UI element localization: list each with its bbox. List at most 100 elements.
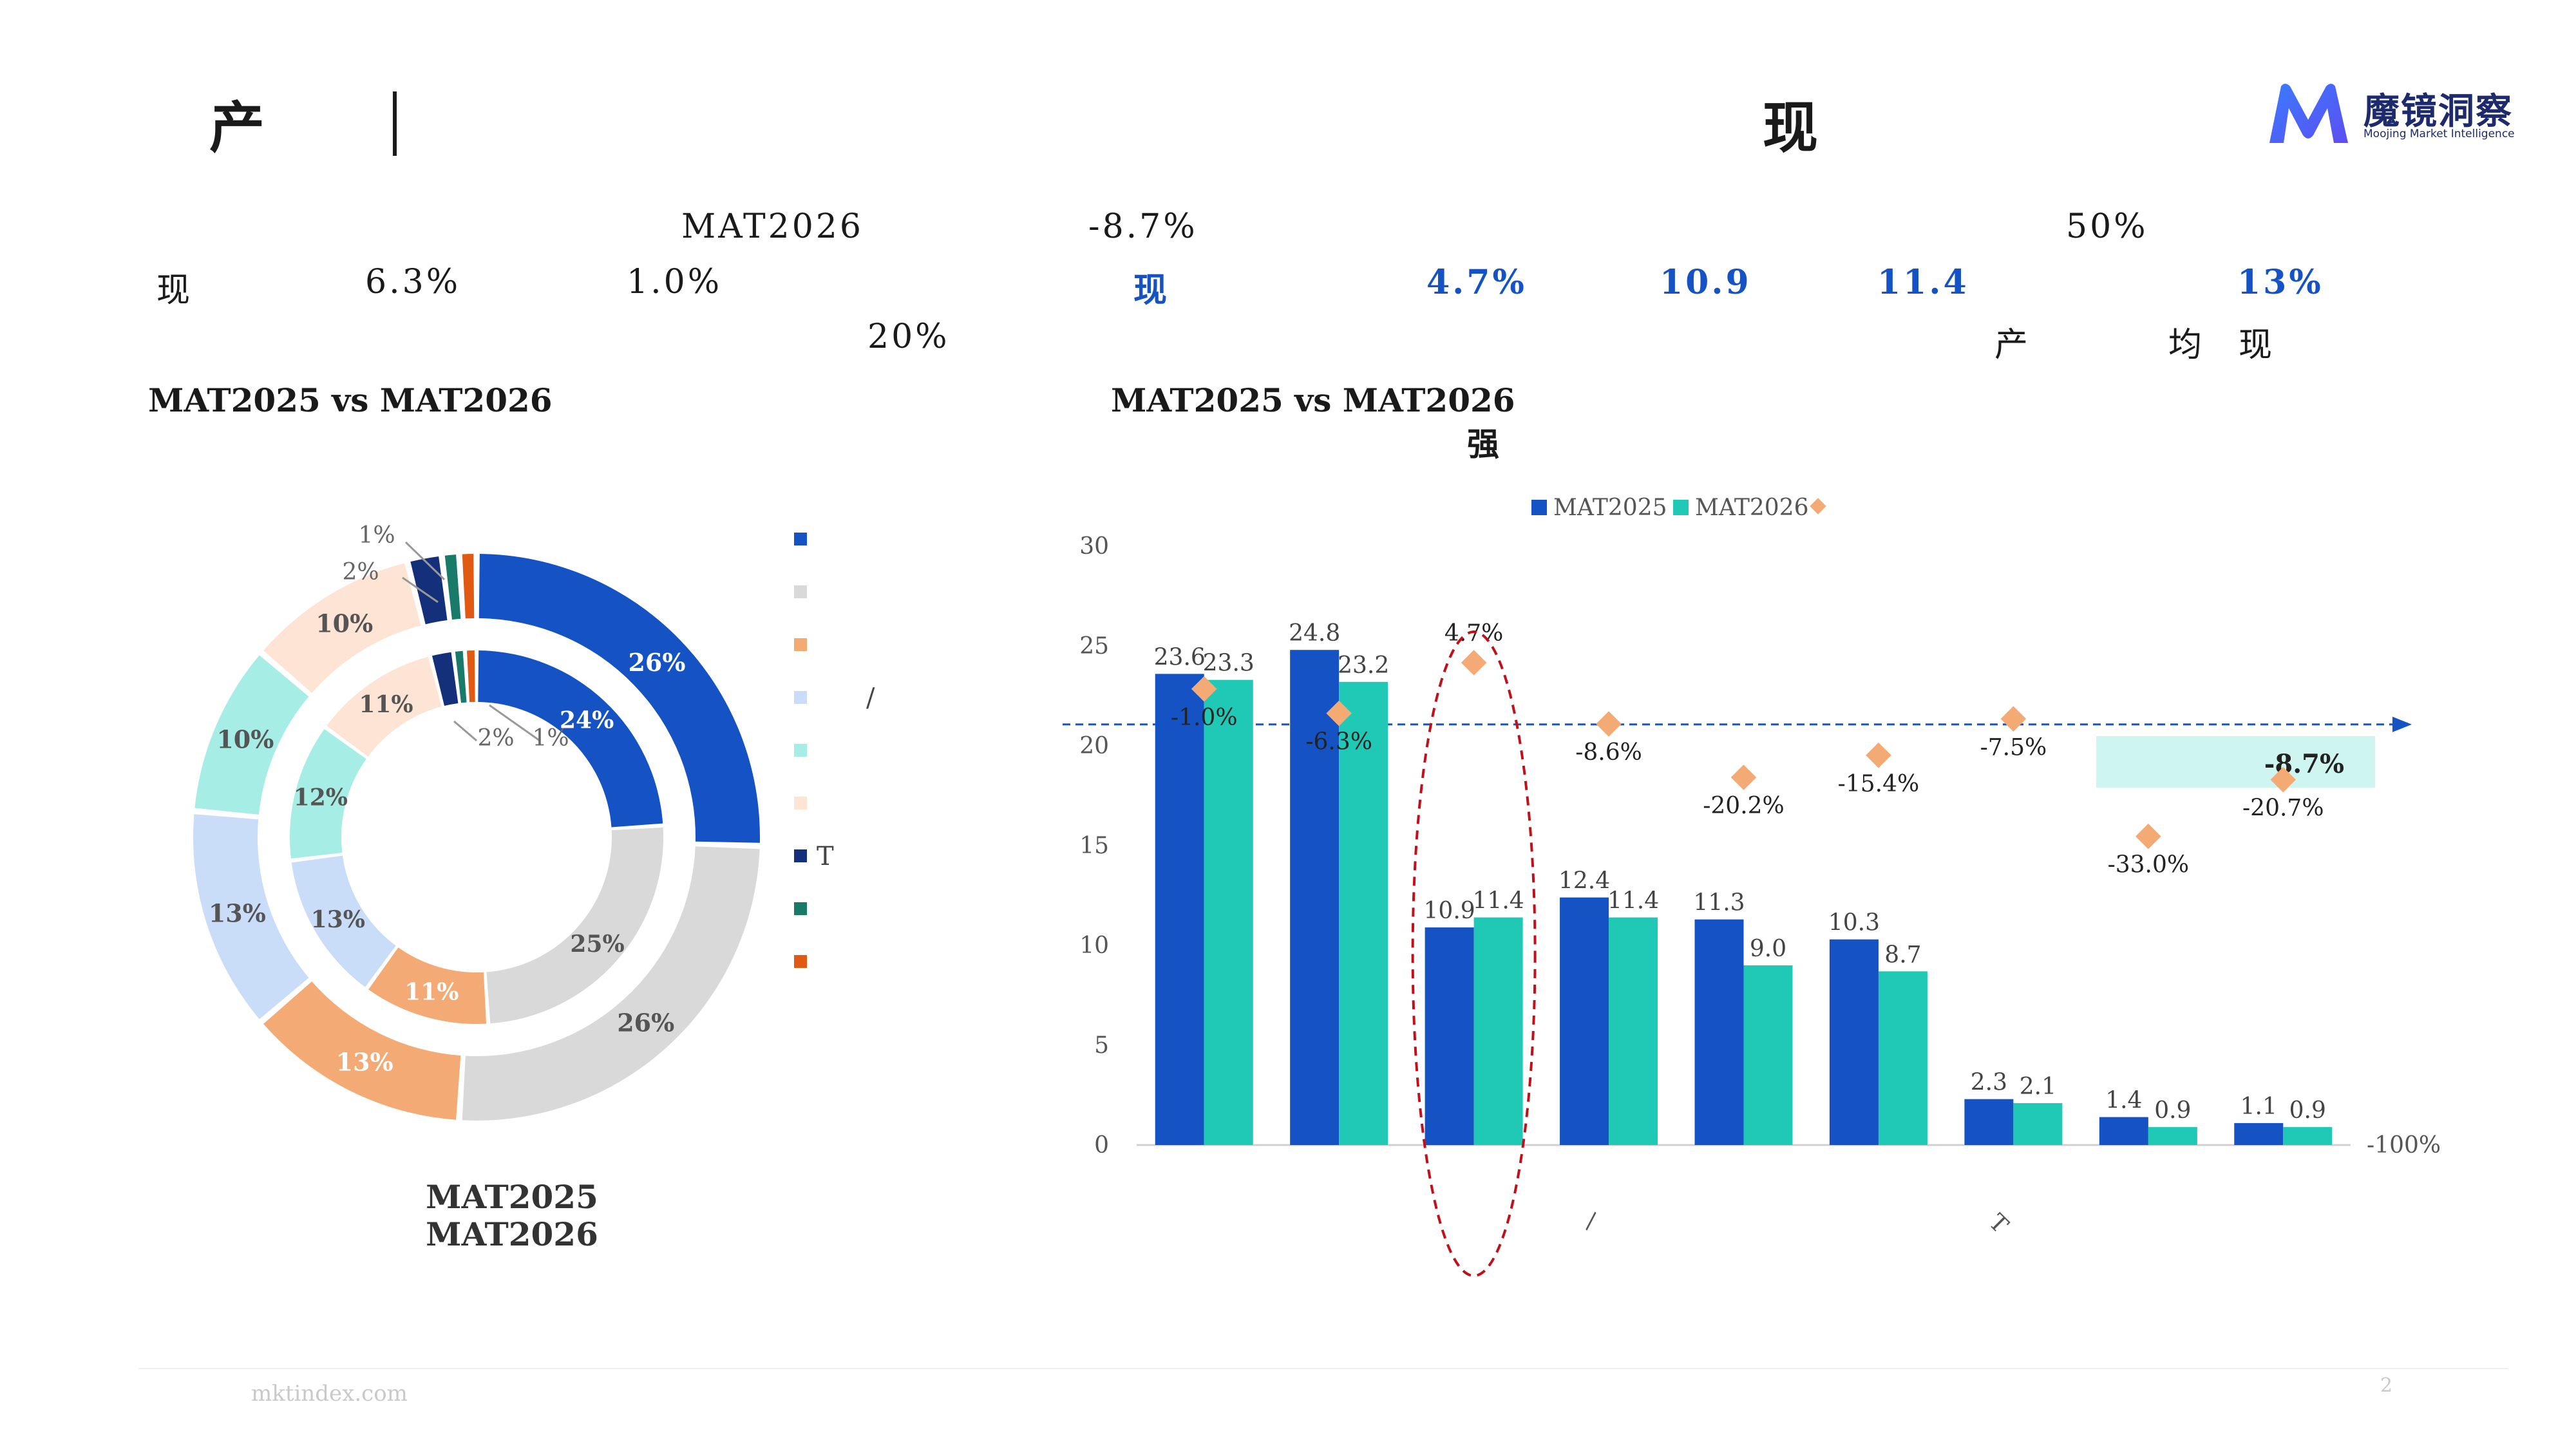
outer-ring-slice-2 bbox=[263, 981, 461, 1120]
inner-ring-slice-0 bbox=[478, 650, 663, 828]
bar-label-MAT2026-7: 0.9 bbox=[2154, 1097, 2191, 1124]
inner-ring-slice-4 bbox=[290, 729, 366, 859]
highlight-ellipse bbox=[1411, 630, 1537, 1277]
growth-marker-0 bbox=[1191, 676, 1217, 702]
outer-ring-label-0: 26% bbox=[628, 648, 685, 677]
bar-label-MAT2025-3: 12.4 bbox=[1558, 868, 1610, 895]
right-chart-title: MAT2025 vs MAT2026 bbox=[1111, 381, 1515, 419]
bar-MAT2025-6 bbox=[1964, 1099, 2014, 1145]
growth-label-8: -20.7% bbox=[2242, 795, 2324, 822]
legend-marker-0 bbox=[794, 533, 807, 545]
y2-tick-label: -100% bbox=[2367, 1132, 2441, 1159]
bar-MAT2025-5 bbox=[1829, 939, 1879, 1145]
bar-label-MAT2026-8: 0.9 bbox=[2289, 1097, 2326, 1124]
legend-marker-8 bbox=[794, 955, 807, 968]
y-tick-30: 30 bbox=[1079, 533, 1109, 560]
legend-marker-3 bbox=[794, 691, 807, 704]
bar-label-MAT2026-2: 11.4 bbox=[1473, 888, 1524, 914]
outer-ring-slice-1 bbox=[462, 846, 760, 1121]
bar-MAT2026-3 bbox=[1609, 917, 1658, 1145]
average-growth-band bbox=[2096, 736, 2375, 788]
growth-marker-6 bbox=[2000, 706, 2027, 732]
bar-legend-marker-1 bbox=[1673, 500, 1689, 515]
summary-line2-e: 11.4 bbox=[1877, 263, 1969, 302]
bar-legend-marker-0 bbox=[1531, 500, 1547, 515]
outer-ring-slice-3 bbox=[193, 814, 309, 1019]
outer-callout-label-0: 2% bbox=[342, 559, 379, 585]
right-chart-subtitle: 强 bbox=[1467, 425, 1499, 463]
inner-ring-slice-6 bbox=[431, 652, 459, 706]
inner-ring-slice-3 bbox=[291, 855, 396, 987]
bar-label-MAT2025-0: 23.6 bbox=[1154, 644, 1206, 670]
left-chart-title: MAT2025 vs MAT2026 bbox=[148, 381, 553, 419]
bar-label-MAT2025-1: 24.8 bbox=[1289, 620, 1340, 647]
footer-divider bbox=[138, 1368, 2508, 1369]
growth-label-7: -33.0% bbox=[2108, 852, 2190, 878]
inner-ring-label-0: 24% bbox=[560, 706, 614, 734]
y-tick-25: 25 bbox=[1079, 633, 1109, 659]
bar-label-MAT2025-2: 10.9 bbox=[1424, 898, 1475, 924]
inner-ring-slice-8 bbox=[466, 650, 475, 703]
bar-label-MAT2026-4: 9.0 bbox=[1750, 936, 1786, 962]
donut-caption-1: MAT2026 bbox=[426, 1215, 598, 1253]
donut-caption-0: MAT2025 bbox=[426, 1178, 598, 1216]
bar-MAT2025-1 bbox=[1290, 650, 1340, 1145]
growth-marker-4 bbox=[1730, 764, 1757, 790]
inner-ring-slice-1 bbox=[486, 827, 664, 1024]
summary-change: -8.7% bbox=[1088, 207, 1198, 246]
summary-mat: MAT2026 bbox=[681, 207, 864, 246]
bar-MAT2025-0 bbox=[1155, 674, 1204, 1145]
bar-MAT2026-4 bbox=[1743, 965, 1793, 1145]
legend-marker-6 bbox=[794, 849, 807, 862]
growth-marker-1 bbox=[1326, 700, 1352, 726]
growth-marker-2 bbox=[1461, 650, 1487, 676]
x-label-6: T bbox=[1984, 1209, 2013, 1238]
inner-ring-label-1: 25% bbox=[570, 931, 624, 958]
bar-legend-label-0: MAT2025 bbox=[1553, 495, 1667, 521]
inner-ring-slice-5 bbox=[327, 656, 442, 757]
logo-tagline: Moojing Market Intelligence bbox=[2363, 128, 2515, 140]
logo-name: 魔镜洞察 bbox=[2363, 91, 2513, 133]
summary-line3-tail3: 现 bbox=[2239, 326, 2275, 365]
bar-label-MAT2026-3: 11.4 bbox=[1607, 888, 1659, 914]
inner-ring-label-3: 13% bbox=[311, 906, 365, 933]
legend-label-6: T bbox=[817, 842, 834, 871]
y-tick-10: 10 bbox=[1079, 933, 1109, 959]
bar-MAT2026-8 bbox=[2283, 1127, 2333, 1145]
bar-MAT2025-3 bbox=[1560, 897, 1609, 1145]
legend-marker-7 bbox=[794, 902, 807, 915]
growth-marker-7 bbox=[2136, 823, 2161, 849]
inner-callout-label-0: 2% bbox=[477, 725, 514, 752]
outer-ring-slice-5 bbox=[263, 563, 421, 693]
summary-line3-tail2: 均 bbox=[2168, 326, 2205, 365]
x-label-3: \ bbox=[1579, 1209, 1604, 1233]
growth-marker-8 bbox=[2270, 766, 2297, 793]
growth-label-5: -15.4% bbox=[1838, 771, 1920, 797]
average-growth-arrow bbox=[2392, 716, 2412, 732]
footer-site[interactable]: mktindex.com bbox=[251, 1381, 408, 1406]
title-divider bbox=[393, 91, 397, 156]
bar-MAT2025-4 bbox=[1694, 919, 1744, 1145]
outer-ring-label-1: 26% bbox=[617, 1009, 674, 1037]
y-tick-15: 15 bbox=[1079, 833, 1109, 859]
inner-ring-slice-2 bbox=[368, 947, 487, 1025]
outer-callout-line-1 bbox=[404, 541, 446, 581]
legend-marker-4 bbox=[794, 744, 807, 757]
growth-label-1: -6.3% bbox=[1305, 729, 1372, 755]
growth-label-6: -7.5% bbox=[1980, 734, 2047, 761]
summary-line2-f: 13% bbox=[2237, 263, 2324, 302]
inner-ring-slice-7 bbox=[455, 650, 467, 703]
growth-label-4: -20.2% bbox=[1703, 793, 1785, 819]
outer-callout-line-0 bbox=[402, 576, 439, 603]
growth-label-2: 4.7% bbox=[1444, 620, 1503, 647]
summary-line3-a: 20% bbox=[867, 317, 950, 356]
summary-line2-lead-blue: 现 bbox=[1133, 270, 1170, 310]
outer-ring-label-3: 13% bbox=[209, 899, 266, 928]
bar-legend-marker-2 bbox=[1810, 498, 1826, 515]
bar-label-MAT2025-4: 11.3 bbox=[1693, 890, 1745, 916]
bar-MAT2026-1 bbox=[1339, 681, 1388, 1145]
bar-MAT2025-2 bbox=[1425, 927, 1474, 1145]
donut-chart: 26% 26% 13% 13% 10% 10% 24% 25% 11% 13% 12% 11% 2% 1%… bbox=[193, 522, 875, 1253]
page-title-right: 现 bbox=[1763, 95, 1818, 160]
